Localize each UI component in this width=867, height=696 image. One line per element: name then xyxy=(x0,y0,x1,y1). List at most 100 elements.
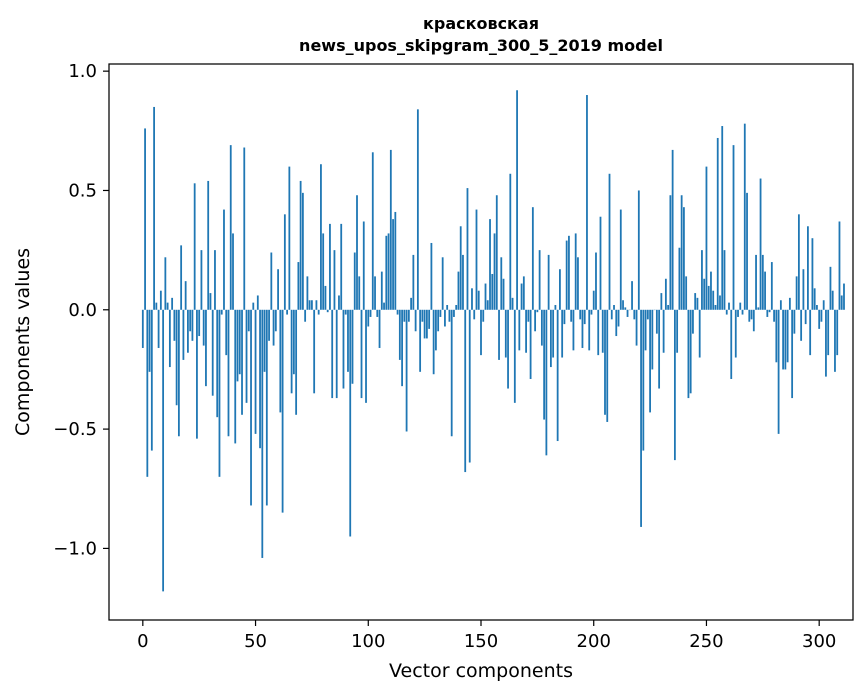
bar xyxy=(182,309,185,360)
bar xyxy=(234,309,237,444)
bar xyxy=(660,293,663,310)
bar xyxy=(800,309,803,341)
bar xyxy=(283,214,286,310)
bar xyxy=(588,309,591,351)
bar xyxy=(475,209,478,310)
bar xyxy=(428,309,431,329)
bar xyxy=(220,309,223,315)
bar xyxy=(209,293,212,310)
bar xyxy=(495,195,498,310)
bar xyxy=(403,309,406,322)
bar xyxy=(277,269,279,310)
bar xyxy=(326,309,329,313)
bar xyxy=(549,309,552,368)
bar xyxy=(730,309,733,379)
bar xyxy=(597,309,600,356)
bar xyxy=(651,309,654,370)
bar xyxy=(822,300,825,310)
bar xyxy=(538,250,541,310)
bar xyxy=(712,290,715,310)
bar xyxy=(301,192,304,310)
bar xyxy=(534,309,537,332)
bar xyxy=(685,276,688,310)
bar xyxy=(703,278,706,310)
bar xyxy=(281,309,284,513)
bar xyxy=(511,297,514,310)
bar xyxy=(732,145,735,310)
bar xyxy=(489,219,491,310)
bar xyxy=(315,300,318,310)
bar xyxy=(263,309,266,372)
bar xyxy=(527,309,530,322)
bar xyxy=(761,254,764,310)
bar xyxy=(214,250,216,310)
bar xyxy=(175,309,178,406)
bar xyxy=(655,309,658,334)
bar xyxy=(610,309,613,320)
bar xyxy=(256,295,259,310)
bar xyxy=(554,305,557,310)
bar xyxy=(477,290,480,310)
bar xyxy=(347,309,349,372)
bar xyxy=(360,309,363,399)
bar xyxy=(153,106,155,310)
bar xyxy=(268,309,270,341)
bar xyxy=(529,309,532,379)
bar xyxy=(261,309,264,558)
bar xyxy=(671,149,674,310)
bar xyxy=(288,166,291,310)
bar xyxy=(626,309,629,317)
bar xyxy=(759,178,762,310)
bar xyxy=(766,309,769,317)
bar xyxy=(351,309,354,384)
bar xyxy=(227,309,230,437)
bar xyxy=(635,309,638,346)
bar xyxy=(223,209,225,310)
bar xyxy=(329,223,331,310)
bar xyxy=(367,309,370,327)
bar xyxy=(304,309,307,322)
bar xyxy=(453,309,455,317)
bar xyxy=(159,290,162,310)
bar xyxy=(572,309,575,351)
bar xyxy=(500,257,503,310)
bar xyxy=(764,271,766,310)
bar xyxy=(619,209,622,310)
bar xyxy=(755,254,757,310)
bar xyxy=(297,262,300,310)
bar xyxy=(784,309,787,370)
bar xyxy=(198,309,201,337)
x-tick-label: 50 xyxy=(244,631,267,652)
y-axis-label: Components values xyxy=(12,248,34,436)
bar xyxy=(464,309,467,473)
bar xyxy=(793,309,796,334)
bar xyxy=(421,309,424,322)
bar xyxy=(581,309,584,348)
bar xyxy=(349,309,352,537)
bar xyxy=(184,281,187,310)
bar xyxy=(531,207,534,310)
bar xyxy=(191,309,194,341)
bar xyxy=(640,309,642,527)
bar xyxy=(274,309,277,332)
bar xyxy=(389,149,392,310)
bar xyxy=(144,128,146,310)
bar xyxy=(369,309,372,317)
bar xyxy=(795,276,798,310)
bar xyxy=(157,309,160,348)
bar xyxy=(825,309,827,377)
bar xyxy=(459,226,462,310)
bar xyxy=(601,309,604,353)
bar xyxy=(243,147,246,310)
bar xyxy=(292,309,295,375)
bar xyxy=(577,257,579,310)
bar xyxy=(374,276,376,310)
bar xyxy=(563,309,566,325)
bar xyxy=(507,309,509,389)
bar xyxy=(383,302,385,310)
bar xyxy=(290,309,293,394)
bar xyxy=(592,290,595,310)
bar xyxy=(522,276,525,310)
chart-title-line-1: красковская xyxy=(423,14,539,33)
bar xyxy=(462,254,464,310)
